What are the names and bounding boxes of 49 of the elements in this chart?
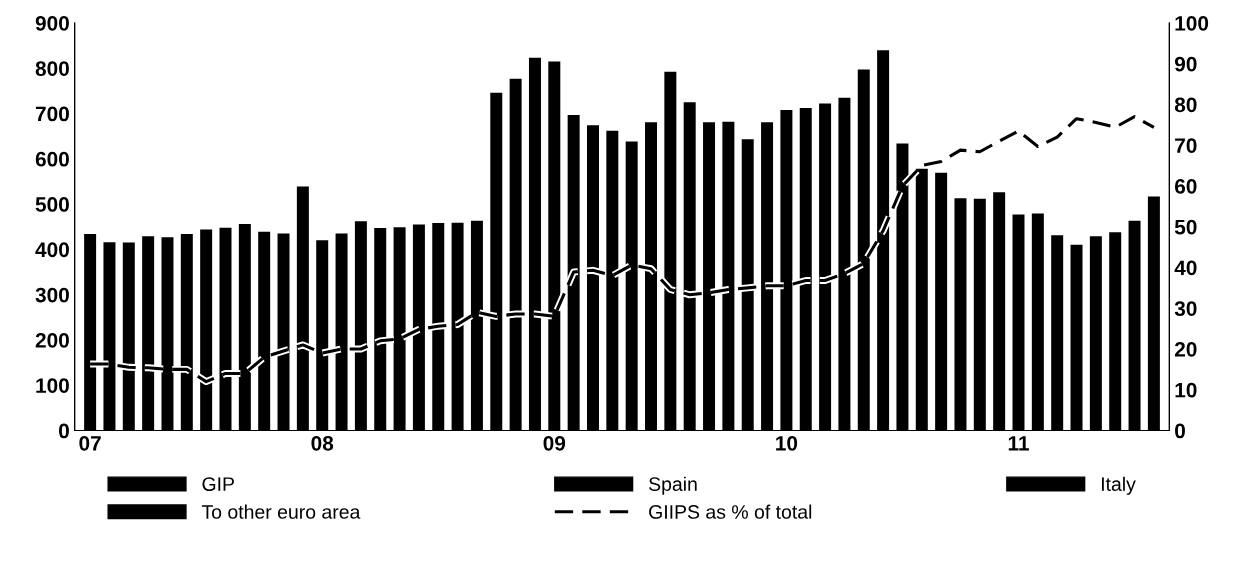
bar	[1012, 214, 1025, 431]
bar	[200, 229, 213, 431]
y2-tick-label: 90	[1174, 56, 1197, 72]
y-tick-label: 100	[36, 378, 69, 393]
legend-label: GIIPS as % of total	[649, 504, 812, 519]
y-tick-label: 400	[35, 242, 69, 258]
y2-tick-label: 40	[1174, 260, 1197, 276]
legend-label: Spain	[649, 476, 697, 495]
y-tick-label: 500	[35, 197, 69, 212]
y2-tick-label: 30	[1174, 301, 1197, 317]
y2-tick-label: 50	[1174, 219, 1197, 235]
bar	[586, 125, 599, 431]
y-tick-label: 600	[35, 151, 69, 167]
x-tick-label: 07	[79, 435, 101, 451]
x-tick-label: 11	[1008, 436, 1029, 451]
bar	[683, 102, 696, 431]
bar	[1070, 244, 1083, 431]
bar	[1128, 220, 1141, 431]
bar	[1089, 236, 1102, 431]
bar	[993, 192, 1006, 431]
legend-label: Italy	[1101, 476, 1136, 495]
bar	[122, 242, 135, 431]
bar	[1109, 232, 1122, 431]
x-tick-label: 08	[311, 435, 334, 451]
bar	[509, 78, 522, 431]
y2-tick-label: 20	[1174, 341, 1197, 357]
y2-tick-label: 0	[1175, 423, 1185, 439]
x-tick-label: 10	[776, 435, 798, 451]
bar	[954, 198, 967, 431]
bar	[741, 139, 754, 431]
y-tick-label: 200	[35, 332, 69, 348]
y-tick-label: 700	[35, 106, 69, 122]
y2-tick-label: 70	[1175, 138, 1197, 153]
legend-label: To other euro area	[201, 504, 361, 519]
bar	[973, 198, 986, 431]
y-tick-label: 800	[35, 61, 69, 76]
y-tick-label: 900	[35, 15, 69, 31]
y-tick-label: 0	[59, 423, 69, 439]
y2-tick-label: 100	[1175, 15, 1209, 31]
y2-tick-label: 80	[1174, 97, 1197, 113]
legend-label: GIP	[202, 477, 234, 491]
bar	[1031, 213, 1044, 431]
x-tick-label: 09	[543, 435, 566, 451]
y-tick-label: 300	[35, 287, 69, 303]
bar	[1147, 196, 1160, 431]
y2-tick-label: 60	[1174, 178, 1197, 194]
bar	[935, 172, 948, 431]
bar	[1051, 235, 1064, 431]
y2-tick-label: 10	[1175, 382, 1197, 398]
